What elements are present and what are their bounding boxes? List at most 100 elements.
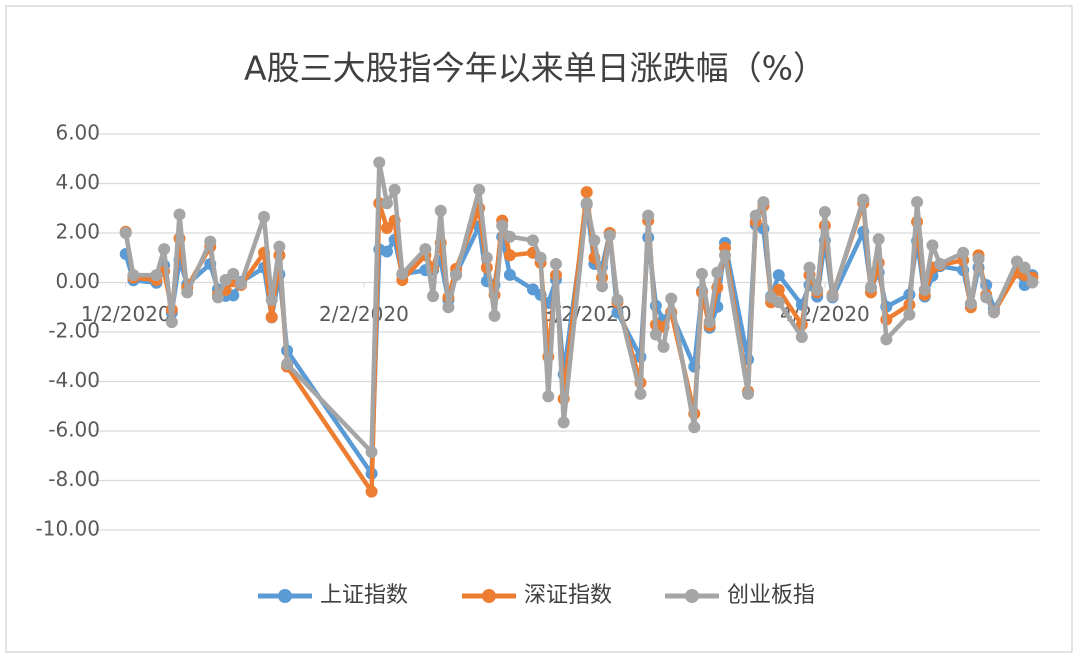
x-tick-label: 2/2/2020 [319, 302, 409, 326]
series-point [365, 485, 378, 498]
y-tick-label: -6.00 [48, 418, 100, 442]
y-tick-label: 2.00 [55, 220, 100, 244]
series-point [964, 297, 977, 310]
series-point [211, 291, 224, 304]
series-point [857, 193, 870, 206]
series-point [158, 243, 171, 256]
series-point [957, 246, 970, 259]
x-tick-label: 1/2/2020 [81, 302, 171, 326]
series-point [649, 328, 662, 341]
chart-title: A股三大股指今年以来单日涨跌幅（%） [244, 49, 826, 88]
series-point [265, 311, 278, 324]
series-point [926, 239, 939, 252]
series-point [872, 233, 885, 246]
legend-item: 创业板指 [665, 583, 815, 608]
series-point [503, 249, 516, 262]
y-tick-label: 4.00 [55, 170, 100, 194]
series-point [972, 252, 985, 265]
series-point [542, 390, 555, 403]
series-point [711, 266, 724, 279]
legend-label: 深证指数 [524, 583, 612, 608]
series-point [150, 269, 163, 282]
series-point [204, 235, 217, 248]
series-point [434, 204, 447, 217]
series-point [373, 156, 386, 169]
series-point [526, 234, 539, 247]
series-point [380, 245, 393, 258]
series-point [234, 277, 247, 290]
series-point [903, 308, 916, 321]
series-point [818, 205, 831, 218]
series-point [480, 251, 493, 264]
series-point [642, 209, 655, 222]
series-point [603, 229, 616, 242]
series-point [549, 257, 562, 270]
series-point [488, 309, 501, 322]
series-point [826, 290, 839, 303]
series-point [864, 281, 877, 294]
y-tick-label: -4.00 [48, 368, 100, 392]
series-point [396, 267, 409, 280]
series-point [742, 387, 755, 400]
series-point [165, 316, 178, 329]
series-point [611, 293, 624, 306]
series-point [534, 251, 547, 264]
y-tick-label: -8.00 [48, 467, 100, 491]
legend-marker [278, 589, 292, 603]
series-point [442, 301, 455, 314]
series-point [181, 286, 194, 299]
series-point [657, 340, 670, 353]
series-point [265, 293, 278, 306]
series-point [703, 316, 716, 329]
series-point [427, 290, 440, 303]
series-point [1018, 261, 1031, 274]
series-point [719, 249, 731, 262]
series-point [918, 283, 931, 296]
series-point [503, 268, 516, 281]
series-point [596, 280, 609, 293]
y-tick-label: 6.00 [55, 121, 100, 145]
legend-label: 上证指数 [320, 583, 408, 608]
legend-marker [482, 589, 496, 603]
series-point [803, 261, 816, 274]
y-tick-label: 0.00 [55, 269, 100, 293]
series-point [688, 421, 701, 434]
series-point [588, 234, 601, 247]
series-point [772, 269, 785, 282]
series-point [273, 240, 286, 253]
series-point [934, 257, 947, 270]
series-point [665, 292, 678, 305]
series-point [749, 209, 762, 222]
series-point [450, 269, 463, 282]
series-point [580, 197, 593, 210]
series-point [880, 333, 893, 346]
series-point [695, 267, 708, 280]
chart-border [5, 5, 1073, 653]
series-point [127, 269, 140, 282]
series-point [119, 227, 132, 239]
series-point [1026, 276, 1039, 289]
series-point [634, 387, 647, 400]
series-point [557, 416, 570, 429]
series-point [496, 219, 509, 232]
y-tick-label: -10.00 [36, 517, 100, 541]
legend-label: 创业板指 [727, 583, 815, 608]
series-point [503, 230, 516, 243]
series-point [580, 186, 593, 199]
series-point [380, 222, 393, 235]
series-point [365, 446, 378, 459]
series-point [795, 330, 808, 343]
legend-item: 上证指数 [258, 583, 408, 608]
series-point [811, 283, 824, 296]
series-point [980, 291, 993, 304]
series-point [227, 267, 240, 280]
series-point [258, 210, 271, 223]
series-point [757, 196, 770, 209]
legend-item: 深证指数 [462, 583, 612, 608]
series-point [388, 183, 401, 196]
legend-marker [685, 589, 699, 603]
series-point [380, 197, 393, 210]
series-point [173, 208, 186, 221]
series-point [419, 243, 432, 256]
